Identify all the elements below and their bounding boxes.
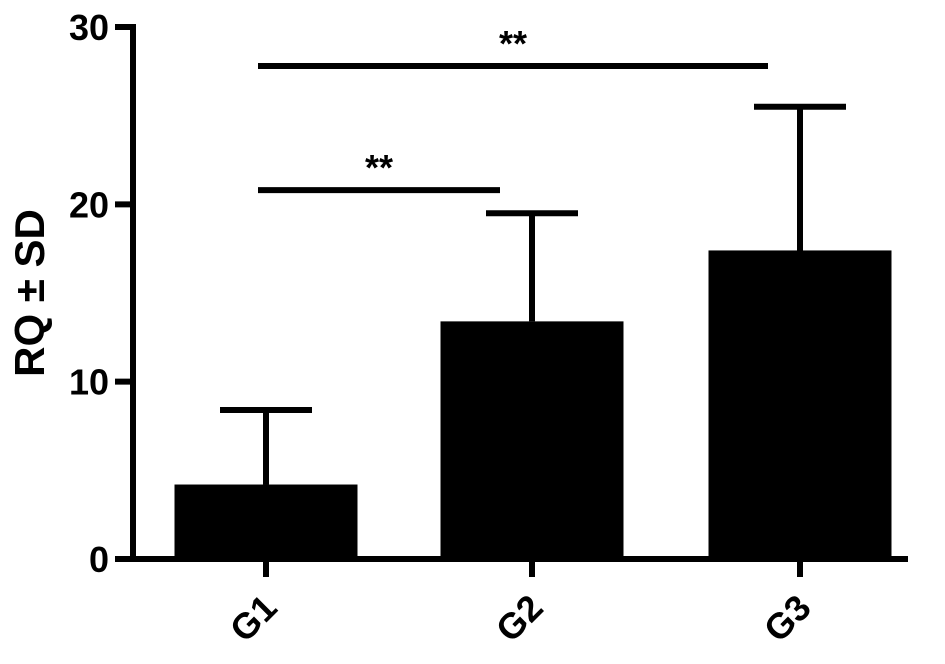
- significance-label: **: [365, 147, 393, 188]
- y-tick-label: 20: [69, 184, 109, 225]
- y-tick-label: 10: [69, 362, 109, 403]
- x-tick-label-g3: G3: [756, 587, 819, 650]
- bar-g1: [174, 484, 358, 559]
- significance-label: **: [499, 23, 527, 64]
- y-tick-label: 30: [69, 7, 109, 48]
- bar-g3: [708, 250, 892, 559]
- bar-g2: [440, 321, 624, 559]
- x-tick-label-g2: G2: [488, 587, 551, 650]
- x-tick-label-g1: G1: [222, 587, 285, 650]
- y-axis-title: RQ ± SD: [6, 209, 53, 377]
- y-tick-label: 0: [89, 539, 109, 580]
